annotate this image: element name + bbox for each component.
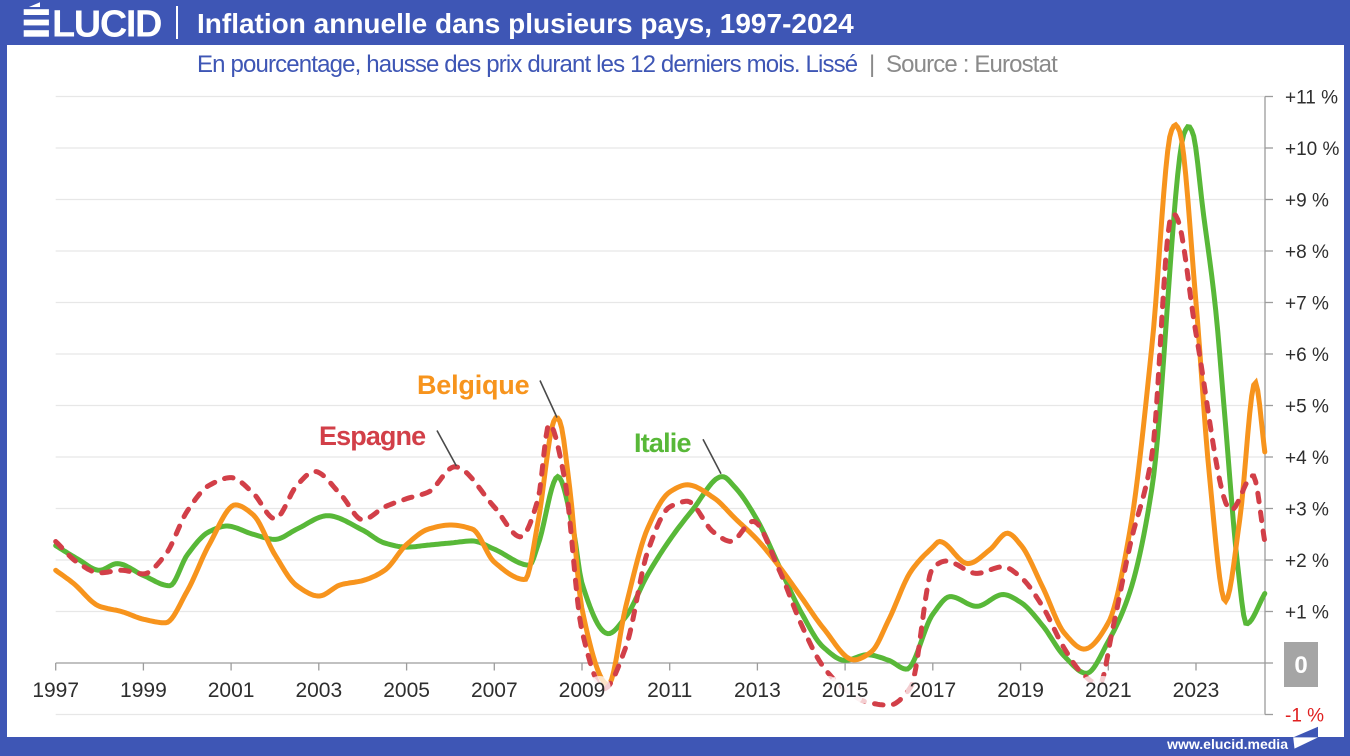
svg-text:2003: 2003 (295, 679, 342, 702)
svg-text:2001: 2001 (208, 679, 255, 702)
svg-text:2015: 2015 (822, 679, 869, 702)
svg-text:2013: 2013 (734, 679, 781, 702)
svg-text:2017: 2017 (909, 679, 956, 702)
svg-text:+9 %: +9 % (1285, 190, 1329, 211)
svg-text:2005: 2005 (383, 679, 430, 702)
svg-text:+5 %: +5 % (1285, 396, 1329, 417)
svg-text:+7 %: +7 % (1285, 293, 1329, 314)
svg-text:+1 %: +1 % (1285, 602, 1329, 623)
svg-text:+3 %: +3 % (1285, 499, 1329, 520)
svg-text:-1 %: -1 % (1285, 706, 1324, 727)
svg-text:+11 %: +11 % (1285, 87, 1338, 108)
svg-text:Belgique: Belgique (417, 370, 530, 400)
svg-text:2007: 2007 (471, 679, 518, 702)
svg-text:+2 %: +2 % (1285, 551, 1329, 572)
svg-text:+10 %: +10 % (1285, 139, 1340, 160)
svg-text:2009: 2009 (559, 679, 606, 702)
svg-text:2019: 2019 (997, 679, 1044, 702)
svg-text:Italie: Italie (634, 428, 692, 458)
svg-text:2023: 2023 (1173, 679, 1220, 702)
svg-text:2021: 2021 (1085, 679, 1132, 702)
svg-text:+8 %: +8 % (1285, 242, 1329, 263)
svg-text:1997: 1997 (32, 679, 79, 702)
svg-text:+4 %: +4 % (1285, 448, 1329, 469)
svg-text:0: 0 (1294, 652, 1307, 679)
svg-text:1999: 1999 (120, 679, 167, 702)
svg-text:+6 %: +6 % (1285, 345, 1329, 366)
svg-text:Espagne: Espagne (319, 421, 426, 451)
svg-text:2011: 2011 (647, 679, 692, 702)
